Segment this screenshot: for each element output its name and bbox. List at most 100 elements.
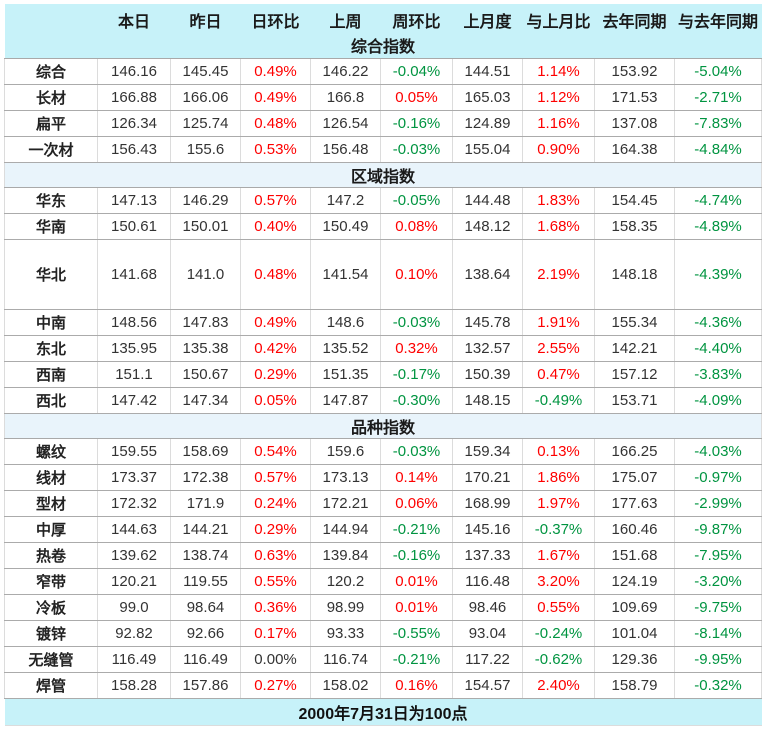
cell-percent-change: 0.29%	[240, 360, 311, 388]
cell-index-value: 160.46	[594, 515, 675, 543]
section-title-row: 区域指数	[4, 161, 762, 188]
section-title: 品种指数	[4, 412, 762, 439]
cell-index-value: 153.92	[594, 57, 675, 85]
cell-index-value: 142.21	[594, 334, 675, 362]
cell-index-value: 139.84	[310, 541, 381, 569]
cell-percent-change: 1.91%	[522, 308, 595, 336]
cell-index-value: 116.49	[170, 645, 241, 673]
cell-index-value: 119.55	[170, 567, 241, 595]
table-row: 中南 148.56 147.83 0.49% 148.6 -0.03% 145.78 1.91…	[4, 308, 762, 336]
table-row: 热卷 139.62 138.74 0.63% 139.84 -0.16% 137.33 1.6…	[4, 541, 762, 569]
cell-percent-change: -0.21%	[380, 515, 453, 543]
cell-index-value: 150.01	[170, 212, 241, 240]
cell-percent-change: 1.67%	[522, 541, 595, 569]
cell-index-value: 154.45	[594, 186, 675, 214]
cell-percent-change: -0.21%	[380, 645, 453, 673]
cell-percent-change: 0.01%	[380, 593, 453, 621]
cell-index-value: 101.04	[594, 619, 675, 647]
table-row: 无缝管 116.49 116.49 0.00% 116.74 -0.21% 117.22 -0…	[4, 645, 762, 673]
cell-percent-change: 0.00%	[240, 645, 311, 673]
cell-index-value: 150.49	[310, 212, 381, 240]
cell-index-value: 120.2	[310, 567, 381, 595]
cell-index-value: 148.15	[452, 386, 523, 414]
cell-index-value: 170.21	[452, 463, 523, 491]
cell-percent-change: -0.03%	[380, 437, 453, 465]
column-header-today: 本日	[97, 4, 171, 33]
cell-percent-change: -2.99%	[674, 489, 762, 517]
cell-percent-change: -9.95%	[674, 645, 762, 673]
table-row: 窄带 120.21 119.55 0.55% 120.2 0.01% 116.48 3.20%…	[4, 567, 762, 595]
cell-percent-change: 0.06%	[380, 489, 453, 517]
cell-percent-change: 1.16%	[522, 109, 595, 137]
cell-index-value: 150.67	[170, 360, 241, 388]
cell-percent-change: -4.39%	[674, 238, 762, 310]
cell-percent-change: 0.05%	[240, 386, 311, 414]
section-title: 综合指数	[4, 33, 762, 59]
cell-percent-change: -8.14%	[674, 619, 762, 647]
cell-index-value: 137.33	[452, 541, 523, 569]
cell-index-value: 141.0	[170, 238, 241, 310]
cell-percent-change: 0.40%	[240, 212, 311, 240]
cell-percent-change: 1.68%	[522, 212, 595, 240]
cell-percent-change: 0.10%	[380, 238, 453, 310]
cell-percent-change: 0.57%	[240, 186, 311, 214]
cell-index-value: 135.38	[170, 334, 241, 362]
cell-index-value: 137.08	[594, 109, 675, 137]
cell-index-value: 159.6	[310, 437, 381, 465]
cell-index-value: 158.79	[594, 671, 675, 699]
table-row: 螺纹 159.55 158.69 0.54% 159.6 -0.03% 159.34 0.13…	[4, 437, 762, 465]
row-label: 无缝管	[4, 645, 98, 673]
cell-index-value: 116.49	[97, 645, 171, 673]
cell-percent-change: 1.83%	[522, 186, 595, 214]
cell-percent-change: 0.32%	[380, 334, 453, 362]
section-title: 区域指数	[4, 161, 762, 188]
row-label: 螺纹	[4, 437, 98, 465]
column-header-day-change: 日环比	[240, 4, 311, 33]
cell-percent-change: -0.03%	[380, 135, 453, 163]
cell-percent-change: 0.42%	[240, 334, 311, 362]
table-row: 华南 150.61 150.01 0.40% 150.49 0.08% 148.12 1.68…	[4, 212, 762, 240]
column-header-last-year: 去年同期	[594, 4, 675, 33]
cell-index-value: 116.74	[310, 645, 381, 673]
cell-index-value: 141.68	[97, 238, 171, 310]
cell-index-value: 124.89	[452, 109, 523, 137]
cell-percent-change: 0.53%	[240, 135, 311, 163]
cell-index-value: 116.48	[452, 567, 523, 595]
cell-percent-change: 1.97%	[522, 489, 595, 517]
cell-index-value: 148.12	[452, 212, 523, 240]
cell-index-value: 144.48	[452, 186, 523, 214]
cell-index-value: 109.69	[594, 593, 675, 621]
cell-index-value: 168.99	[452, 489, 523, 517]
cell-percent-change: -0.32%	[674, 671, 762, 699]
cell-index-value: 141.54	[310, 238, 381, 310]
cell-index-value: 99.0	[97, 593, 171, 621]
cell-percent-change: -7.83%	[674, 109, 762, 137]
cell-index-value: 147.13	[97, 186, 171, 214]
cell-index-value: 92.82	[97, 619, 171, 647]
cell-percent-change: -2.71%	[674, 83, 762, 111]
cell-index-value: 147.34	[170, 386, 241, 414]
row-label: 焊管	[4, 671, 98, 699]
cell-index-value: 144.63	[97, 515, 171, 543]
cell-index-value: 166.88	[97, 83, 171, 111]
cell-index-value: 147.2	[310, 186, 381, 214]
cell-percent-change: -0.04%	[380, 57, 453, 85]
cell-percent-change: 0.49%	[240, 308, 311, 336]
cell-index-value: 126.54	[310, 109, 381, 137]
cell-index-value: 151.35	[310, 360, 381, 388]
cell-index-value: 147.42	[97, 386, 171, 414]
cell-percent-change: -0.62%	[522, 645, 595, 673]
cell-index-value: 156.48	[310, 135, 381, 163]
cell-index-value: 139.62	[97, 541, 171, 569]
cell-percent-change: 0.17%	[240, 619, 311, 647]
row-label: 线材	[4, 463, 98, 491]
cell-percent-change: -4.03%	[674, 437, 762, 465]
cell-percent-change: 0.57%	[240, 463, 311, 491]
cell-index-value: 98.99	[310, 593, 381, 621]
cell-percent-change: 0.13%	[522, 437, 595, 465]
row-label: 西南	[4, 360, 98, 388]
cell-index-value: 129.36	[594, 645, 675, 673]
cell-percent-change: 2.40%	[522, 671, 595, 699]
cell-index-value: 159.34	[452, 437, 523, 465]
cell-percent-change: -0.16%	[380, 109, 453, 137]
